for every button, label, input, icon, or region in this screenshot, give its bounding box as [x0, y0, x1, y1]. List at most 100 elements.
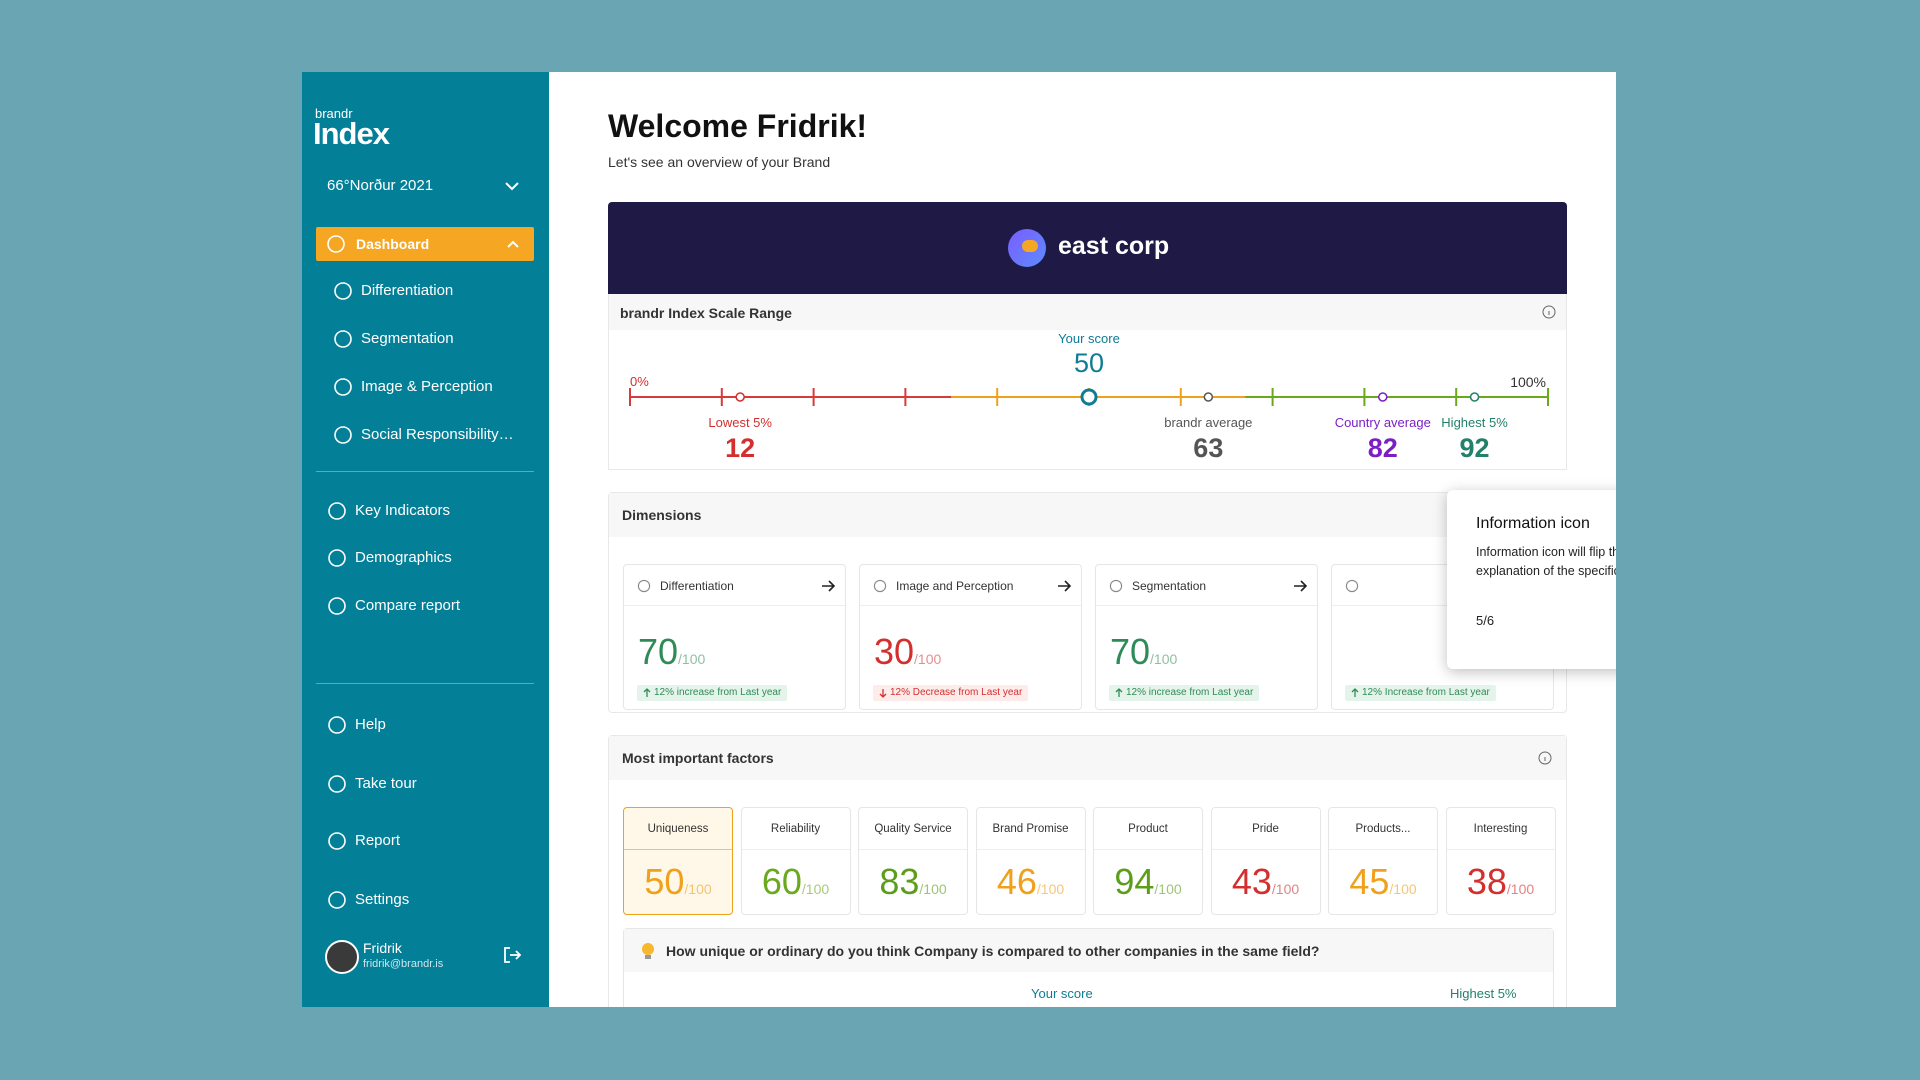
factor-tile[interactable]: Reliability 60/100	[740, 807, 851, 915]
factor-tile[interactable]: Uniqueness 50/100	[623, 807, 733, 915]
icon-shape	[643, 688, 651, 697]
icon-shape	[1345, 579, 1359, 593]
factor-value: 50/100	[644, 861, 712, 902]
icon-shape	[642, 943, 654, 955]
factor-value: 45/100	[1349, 861, 1417, 902]
footer-item[interactable]: Help	[355, 716, 386, 733]
factor-label: Product	[1128, 823, 1168, 835]
icon-shape	[328, 775, 346, 793]
change-text: 12% increase from Last year	[1126, 687, 1254, 698]
card-divider	[1096, 605, 1317, 606]
marker-value: 12	[725, 433, 756, 463]
icon	[1294, 580, 1308, 592]
factor-value: 60/100	[761, 861, 830, 902]
marker-label: Lowest 5%	[708, 415, 772, 430]
card-header	[609, 493, 1566, 537]
submenu-item[interactable]: Social Responsibility…	[361, 426, 514, 443]
scale-marker	[735, 392, 745, 402]
project-select[interactable]: 66°Norður 2021	[327, 177, 434, 194]
out-of: /100	[1506, 881, 1535, 897]
card-divider	[1332, 605, 1553, 606]
factors-card: Most important factors Uniqueness 50/100 Re…	[608, 735, 1567, 1007]
dimension-card[interactable]: Segmentation 70/100 12% increase from Last…	[1095, 564, 1318, 710]
icon-shape	[328, 716, 346, 734]
dimension-card[interactable]: Differentiation 70/100 12% increase from L…	[623, 564, 846, 710]
main: Welcome Fridrik! Let's see an overview of…	[549, 72, 1616, 1007]
card-divider	[860, 605, 1081, 606]
brand-small: brandr	[315, 106, 353, 121]
out-of: /100	[684, 881, 712, 897]
menu-item[interactable]: Compare report	[355, 597, 461, 614]
factor-label: Interesting	[1473, 823, 1528, 835]
tile-divider	[859, 849, 967, 850]
dimension-value: 70/100	[638, 631, 706, 672]
divider	[316, 471, 534, 472]
factor-tile[interactable]: Product 94/100	[1093, 807, 1203, 915]
icon-shape	[1115, 688, 1123, 697]
dimension-value: 30/100	[874, 631, 942, 672]
factor-tile[interactable]: Interesting 38/100	[1445, 807, 1556, 915]
icon-shape	[334, 378, 352, 396]
avatar	[325, 940, 359, 974]
dimension-title: Differentiation	[660, 579, 734, 593]
change-arrow	[1351, 688, 1359, 697]
icon	[505, 182, 519, 191]
footer-item[interactable]: Settings	[355, 891, 410, 908]
menu-dashboard[interactable]: Dashboard	[316, 227, 534, 261]
scale-marker	[1203, 392, 1214, 402]
icon-shape	[328, 549, 346, 567]
icon	[1058, 580, 1072, 592]
scale-marker	[1378, 392, 1388, 402]
tile-divider	[1211, 849, 1320, 850]
icon-shape	[328, 891, 346, 909]
icon-shape	[507, 240, 519, 248]
score-value: 50	[1073, 348, 1105, 378]
factor-label: Brand Promise	[992, 823, 1069, 835]
icon-shape	[1058, 580, 1072, 592]
marker-label: brandr average	[1164, 415, 1253, 430]
submenu-item[interactable]: Differentiation	[361, 282, 454, 299]
factor-label: Reliability	[770, 823, 821, 835]
brand-name: east corp	[1058, 232, 1170, 260]
tile-divider	[976, 849, 1085, 850]
icon-shape	[1294, 580, 1308, 592]
menu-item[interactable]: Key Indicators	[355, 502, 451, 519]
tour-tooltip: Information icon Information icon will fl…	[1447, 490, 1616, 669]
user-name: Fridrik	[363, 940, 402, 956]
change-arrow	[643, 688, 651, 697]
factor-label: Uniqueness	[647, 823, 709, 835]
factor-tile[interactable]: Pride 43/100	[1210, 807, 1321, 915]
footer-item[interactable]: Take tour	[355, 775, 417, 792]
icon-shape	[328, 832, 346, 850]
user-email: fridrik@brandr.is	[363, 958, 444, 970]
factor-tile[interactable]: Products... 45/100	[1328, 807, 1438, 915]
icon	[328, 775, 346, 793]
tile-divider	[1329, 849, 1437, 850]
dimensions-card: Dimensions Differentiation 70/100 12% incre…	[608, 492, 1567, 713]
submenu-item[interactable]: Segmentation	[361, 330, 454, 347]
icon	[328, 716, 346, 734]
change-arrow	[1115, 688, 1123, 697]
change-text: 12% increase from Last year	[654, 687, 782, 698]
tile-divider	[1446, 849, 1555, 850]
icon-shape	[328, 502, 346, 520]
submenu-item[interactable]: Image & Perception	[361, 378, 493, 395]
icon	[334, 282, 352, 300]
factor-value: 38/100	[1466, 861, 1535, 902]
factor-label: Quality Service	[874, 823, 952, 835]
out-of: /100	[801, 881, 830, 897]
score-label: Your score	[1058, 331, 1120, 346]
dimension-card[interactable]: Image and Perception 30/100 12% Decrease f…	[859, 564, 1082, 710]
dimension-title: Image and Perception	[896, 579, 1014, 593]
icon	[1542, 305, 1556, 319]
footer-item[interactable]: Report	[355, 832, 401, 849]
factor-tile[interactable]: Quality Service 83/100	[858, 807, 968, 915]
factor-tile[interactable]: Brand Promise 46/100	[975, 807, 1086, 915]
your-score-label: Your score	[1031, 986, 1093, 1001]
logout-icon	[504, 947, 522, 963]
icon	[328, 832, 346, 850]
icon-shape	[1351, 688, 1359, 697]
menu-item[interactable]: Demographics	[355, 549, 452, 566]
factor-value: 46/100	[996, 861, 1065, 902]
scale-max: 100%	[1510, 374, 1546, 390]
